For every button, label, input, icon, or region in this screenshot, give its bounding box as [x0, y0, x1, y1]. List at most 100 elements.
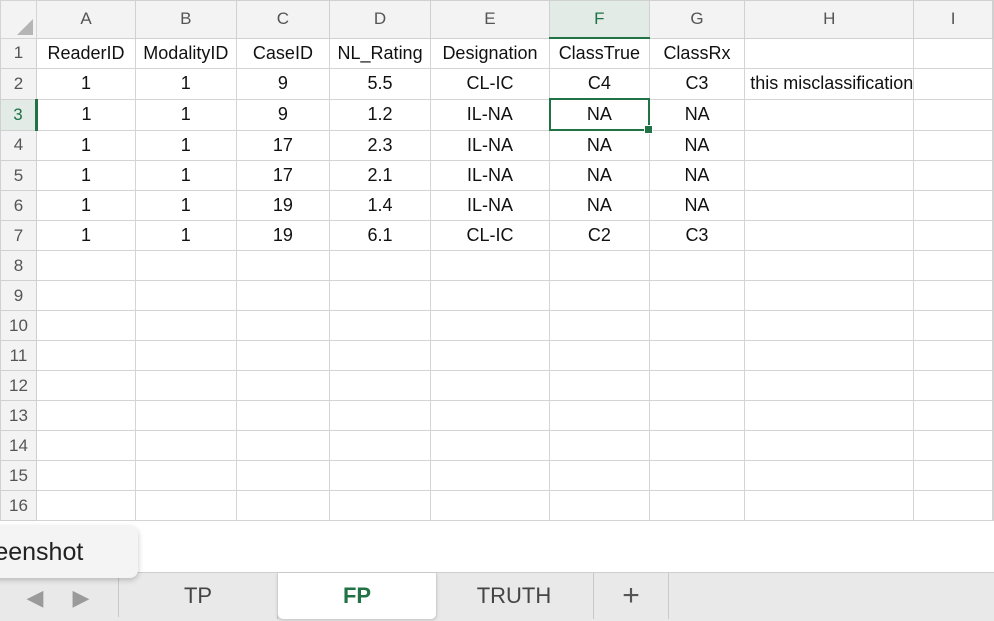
cell-c7[interactable]: 19	[235, 220, 331, 251]
cell-b6[interactable]: 1	[135, 190, 237, 221]
cell-b4[interactable]: 1	[135, 129, 237, 161]
cell-b8[interactable]	[135, 250, 237, 281]
cell-c4[interactable]: 17	[235, 129, 331, 161]
cell-d16[interactable]	[329, 490, 431, 521]
cell-overflow[interactable]	[992, 400, 994, 431]
cell-overflow[interactable]	[992, 340, 994, 371]
cell-i3[interactable]	[913, 98, 993, 131]
cell-i2[interactable]	[913, 68, 993, 100]
row-header[interactable]: 1	[0, 37, 37, 69]
cell-b9[interactable]	[135, 280, 237, 311]
cell-h8[interactable]	[744, 250, 915, 281]
cell-h3[interactable]	[744, 98, 915, 131]
cell-i14[interactable]	[913, 430, 993, 461]
sheet-tab-tp[interactable]: TP	[119, 573, 278, 619]
cell-b1[interactable]: ModalityID	[135, 37, 237, 69]
cell-a12[interactable]	[35, 370, 137, 401]
cell-a16[interactable]	[35, 490, 137, 521]
row-header[interactable]: 11	[0, 340, 37, 371]
cell-d9[interactable]	[329, 280, 431, 311]
cell-f16[interactable]	[549, 490, 650, 521]
column-header-b[interactable]: B	[135, 0, 237, 39]
cell-overflow[interactable]	[992, 129, 994, 161]
cell-g1[interactable]: ClassRx	[648, 37, 746, 69]
cell-e14[interactable]	[429, 430, 551, 461]
cell-g4[interactable]: NA	[648, 129, 746, 161]
cell-d8[interactable]	[329, 250, 431, 281]
row-header[interactable]: 9	[0, 280, 37, 311]
cell-overflow[interactable]	[992, 460, 994, 491]
cell-f11[interactable]	[549, 340, 650, 371]
cell-g2[interactable]: C3	[648, 68, 746, 100]
cell-b16[interactable]	[135, 490, 237, 521]
column-header-i[interactable]: I	[913, 0, 993, 39]
row-header[interactable]: 16	[0, 490, 37, 521]
cell-h12[interactable]	[744, 370, 915, 401]
cell-f4[interactable]: NA	[549, 129, 650, 161]
cell-c2[interactable]: 9	[235, 68, 331, 100]
cell-i16[interactable]	[913, 490, 993, 521]
cell-c8[interactable]	[235, 250, 331, 281]
cell-d3[interactable]: 1.2	[329, 98, 431, 131]
cell-e16[interactable]	[429, 490, 551, 521]
cell-f14[interactable]	[549, 430, 650, 461]
cell-h1[interactable]	[744, 37, 915, 69]
cell-e5[interactable]: IL-NA	[429, 160, 551, 191]
cell-b11[interactable]	[135, 340, 237, 371]
cell-c6[interactable]: 19	[235, 190, 331, 221]
cell-h13[interactable]	[744, 400, 915, 431]
cell-a7[interactable]: 1	[35, 220, 137, 251]
cell-a14[interactable]	[35, 430, 137, 461]
cell-g9[interactable]	[648, 280, 746, 311]
cell-e3[interactable]: IL-NA	[429, 98, 551, 131]
cell-f1[interactable]: ClassTrue	[549, 37, 650, 69]
column-header-g[interactable]: G	[648, 0, 746, 39]
spreadsheet-grid[interactable]: A B C D E F G H I 1 ReaderID ModalityID CaseID NL_Rat…	[0, 0, 994, 521]
cell-d12[interactable]	[329, 370, 431, 401]
prev-sheet-icon[interactable]: ◀	[26, 585, 44, 610]
cell-d5[interactable]: 2.1	[329, 160, 431, 191]
row-header[interactable]: 14	[0, 430, 37, 461]
cell-a5[interactable]: 1	[35, 160, 137, 191]
cell-f10[interactable]	[549, 310, 650, 341]
cell-c14[interactable]	[235, 430, 331, 461]
cell-d15[interactable]	[329, 460, 431, 491]
cell-h16[interactable]	[744, 490, 915, 521]
cell-h5[interactable]	[744, 160, 915, 191]
cell-c10[interactable]	[235, 310, 331, 341]
cell-a10[interactable]	[35, 310, 137, 341]
cell-e15[interactable]	[429, 460, 551, 491]
cell-c9[interactable]	[235, 280, 331, 311]
cell-c11[interactable]	[235, 340, 331, 371]
cell-i9[interactable]	[913, 280, 993, 311]
cell-g16[interactable]	[648, 490, 746, 521]
cell-i6[interactable]	[913, 190, 993, 221]
cell-e12[interactable]	[429, 370, 551, 401]
cell-overflow[interactable]	[992, 68, 994, 100]
cell-f8[interactable]	[549, 250, 650, 281]
row-header[interactable]: 3	[0, 98, 38, 131]
cell-c13[interactable]	[235, 400, 331, 431]
cell-b12[interactable]	[135, 370, 237, 401]
cell-g13[interactable]	[648, 400, 746, 431]
cell-f7[interactable]: C2	[549, 220, 650, 251]
cell-overflow[interactable]	[992, 98, 994, 131]
cell-c1[interactable]: CaseID	[235, 37, 331, 69]
row-header[interactable]: 7	[0, 220, 37, 251]
cell-c3[interactable]: 9	[235, 98, 331, 131]
fill-handle[interactable]	[644, 125, 654, 134]
column-header-h[interactable]: H	[744, 0, 915, 39]
cell-a8[interactable]	[35, 250, 137, 281]
cell-h15[interactable]	[744, 460, 915, 491]
cell-a13[interactable]	[35, 400, 137, 431]
cell-f6[interactable]: NA	[549, 190, 650, 221]
cell-a4[interactable]: 1	[35, 129, 137, 161]
cell-a15[interactable]	[35, 460, 137, 491]
cell-a6[interactable]: 1	[35, 190, 137, 221]
row-header[interactable]: 10	[0, 310, 37, 341]
column-header-d[interactable]: D	[329, 0, 431, 39]
cell-g6[interactable]: NA	[648, 190, 746, 221]
cell-overflow[interactable]	[992, 430, 994, 461]
cell-f12[interactable]	[549, 370, 650, 401]
cell-e6[interactable]: IL-NA	[429, 190, 551, 221]
